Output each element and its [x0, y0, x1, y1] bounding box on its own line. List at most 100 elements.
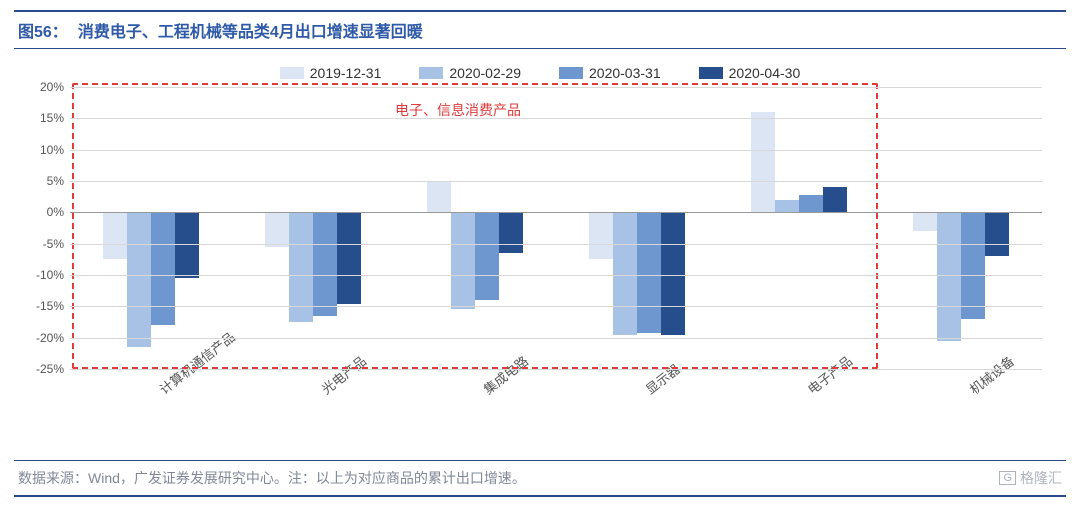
y-tick-label: -5%: [22, 237, 64, 251]
gridline: [70, 244, 1042, 245]
legend-swatch: [699, 67, 723, 79]
category-group: 集成电路: [394, 87, 556, 369]
chart-area: 2019-12-31 2020-02-29 2020-03-31 2020-04-30…: [14, 59, 1066, 449]
bar-fill: [823, 187, 847, 212]
gridline: [70, 118, 1042, 119]
legend-label: 2020-02-29: [449, 65, 521, 81]
bar: [337, 87, 361, 369]
bars: [70, 87, 231, 369]
bar: [661, 87, 685, 369]
chart-plot: 计算机通信产品光电产品集成电路显示器电子产品机械设备 电子、信息消费产品 -25…: [70, 87, 1042, 369]
category-group: 电子产品: [718, 87, 880, 369]
gridline: [70, 369, 1042, 370]
legend-label: 2020-03-31: [589, 65, 661, 81]
legend-swatch: [419, 67, 443, 79]
bars: [556, 87, 717, 369]
watermark-text: 格隆汇: [1020, 468, 1062, 488]
figure-title: 消费电子、工程机械等品类4月出口增速显著回暖: [78, 18, 423, 42]
bar-fill: [427, 181, 451, 212]
y-tick-label: -20%: [22, 331, 64, 345]
category-group: 机械设备: [880, 87, 1042, 369]
bar: [265, 87, 289, 369]
bar: [985, 87, 1009, 369]
bar-fill: [151, 212, 175, 325]
legend-label: 2019-12-31: [310, 65, 382, 81]
bar: [823, 87, 847, 369]
y-tick-label: 20%: [22, 80, 64, 94]
figure-frame: 图56： 消费电子、工程机械等品类4月出口增速显著回暖 2019-12-3120…: [0, 0, 1080, 505]
legend-item: 2019-12-31: [280, 65, 382, 81]
bar-fill: [775, 200, 799, 213]
bar-fill: [127, 212, 151, 347]
bars: [232, 87, 393, 369]
bar-groups: 计算机通信产品光电产品集成电路显示器电子产品机械设备: [70, 87, 1042, 369]
bar-fill: [613, 212, 637, 334]
bar: [175, 87, 199, 369]
watermark: G 格隆汇: [999, 468, 1062, 488]
bars: [394, 87, 555, 369]
legend-item: 2020-04-30: [699, 65, 801, 81]
bar-fill: [751, 112, 775, 212]
category-group: 光电产品: [232, 87, 394, 369]
gridline: [70, 306, 1042, 307]
y-tick-label: 10%: [22, 143, 64, 157]
bar-fill: [661, 212, 685, 334]
y-tick-label: -10%: [22, 268, 64, 282]
figure-number: 图56：: [18, 18, 68, 42]
bar: [589, 87, 613, 369]
bar: [799, 87, 823, 369]
bar-fill: [175, 212, 199, 278]
y-tick-label: 0%: [22, 205, 64, 219]
bar-fill: [985, 212, 1009, 256]
figure-source-row: 数据来源：Wind，广发证券发展研究中心。注：以上为对应商品的累计出口增速。 G…: [14, 460, 1066, 497]
figure-title-row: 图56： 消费电子、工程机械等品类4月出口增速显著回暖: [14, 10, 1066, 49]
legend-swatch: [559, 67, 583, 79]
bar: [913, 87, 937, 369]
bar: [499, 87, 523, 369]
gridline: [70, 275, 1042, 276]
legend-item: 2020-02-29: [419, 65, 521, 81]
bar: [475, 87, 499, 369]
y-tick-label: 15%: [22, 111, 64, 125]
bar-fill: [961, 212, 985, 319]
bar: [151, 87, 175, 369]
bar-fill: [637, 212, 661, 333]
bar: [775, 87, 799, 369]
bar-fill: [799, 195, 823, 213]
bar: [961, 87, 985, 369]
legend-label: 2020-04-30: [729, 65, 801, 81]
gridline: [70, 338, 1042, 339]
bar: [427, 87, 451, 369]
gridline: [70, 212, 1042, 213]
figure-source: 数据来源：Wind，广发证券发展研究中心。注：以上为对应商品的累计出口增速。: [18, 468, 526, 488]
y-tick-label: 5%: [22, 174, 64, 188]
gridline: [70, 87, 1042, 88]
bar: [103, 87, 127, 369]
bar: [937, 87, 961, 369]
bar-fill: [313, 212, 337, 315]
bars: [718, 87, 879, 369]
legend-item: 2020-03-31: [559, 65, 661, 81]
bars: [880, 87, 1041, 369]
bar-fill: [451, 212, 475, 309]
y-tick-label: -25%: [22, 362, 64, 376]
bar: [289, 87, 313, 369]
bar-fill: [265, 212, 289, 246]
bar-fill: [499, 212, 523, 253]
bar: [127, 87, 151, 369]
category-group: 计算机通信产品: [70, 87, 232, 369]
y-tick-label: -15%: [22, 299, 64, 313]
bar: [313, 87, 337, 369]
annotation-text: 电子、信息消费产品: [395, 100, 521, 120]
bar-fill: [475, 212, 499, 300]
bar: [637, 87, 661, 369]
chart-legend: 2019-12-31 2020-02-29 2020-03-31 2020-04-30: [14, 59, 1066, 87]
bar-fill: [337, 212, 361, 304]
gridline: [70, 181, 1042, 182]
watermark-icon: G: [999, 471, 1016, 485]
bar-fill: [589, 212, 613, 259]
bar: [451, 87, 475, 369]
category-group: 显示器: [556, 87, 718, 369]
legend-swatch: [280, 67, 304, 79]
bar-fill: [913, 212, 937, 231]
